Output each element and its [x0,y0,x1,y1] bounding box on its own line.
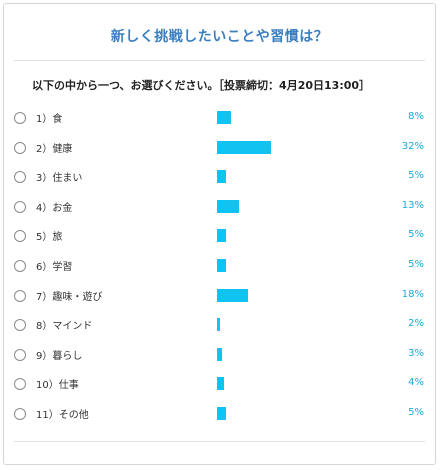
radio-button[interactable] [14,112,26,124]
poll-option[interactable]: 10）仕事 4% [4,374,437,394]
bottom-divider [14,441,425,442]
radio-button[interactable] [14,319,26,332]
radio-button[interactable] [14,289,26,302]
result-percent: 2% [408,318,424,330]
result-percent: 32% [401,140,424,152]
result-bar [217,259,226,272]
result-bar [217,377,224,391]
radio-button[interactable] [14,230,26,243]
result-percent: 18% [401,288,424,300]
radio-button[interactable] [14,408,26,420]
result-percent: 8% [408,111,424,122]
option-label: 7）趣味・遊び [36,291,103,303]
poll-option[interactable]: 2）健康 32% [4,138,437,158]
poll-option[interactable]: 9）暮らし 3% [4,345,437,365]
option-label: 3）住まい [36,173,83,185]
result-bar [217,407,226,420]
result-bar [217,347,223,361]
poll-option[interactable]: 5）旅 5% [4,226,437,246]
poll-option[interactable]: 6）学習 5% [4,256,437,276]
option-label: 4）お金 [36,202,73,214]
radio-button[interactable] [14,171,26,184]
option-label: 5）旅 [36,232,63,244]
poll-option[interactable]: 4）お金 13% [4,197,437,217]
result-percent: 5% [408,229,424,241]
result-percent: 5% [408,170,424,182]
result-percent: 5% [408,259,424,270]
poll-option[interactable]: 7）趣味・遊び 18% [4,286,437,306]
option-label: 9）暮らし [36,350,83,362]
poll-option[interactable]: 8）マインド 2% [4,315,437,335]
poll-option[interactable]: 11）その他 5% [4,404,437,424]
result-bar [217,170,226,184]
poll-question: 以下の中から一つ、お選びください。［投票締切：4月20日13:00］ [32,79,371,92]
poll-title: 新しく挑戦したいことや習慣は？ [110,29,329,45]
option-label: 10）仕事 [36,380,79,392]
radio-button[interactable] [14,348,26,361]
result-bar [217,111,231,124]
result-percent: 3% [408,347,424,359]
result-percent: 4% [408,377,424,389]
result-bar [217,140,272,154]
poll-card: 新しく挑戦したいことや習慣は？ 以下の中から一つ、お選びください。［投票締切：4… [3,3,436,465]
poll-option[interactable]: 1）食 8% [4,108,437,128]
result-bar [217,229,226,243]
option-label: 6）学習 [36,262,73,273]
result-bar [217,288,248,302]
result-bar [217,199,240,213]
result-percent: 5% [408,407,424,418]
option-label: 8）マインド [36,321,93,333]
poll-option[interactable]: 3）住まい 5% [4,167,437,187]
option-label: 2）健康 [36,143,73,155]
option-label: 11）その他 [36,410,89,421]
radio-button[interactable] [14,378,26,391]
option-label: 1）食 [36,114,63,125]
result-bar [217,318,221,332]
radio-button[interactable] [14,260,26,272]
radio-button[interactable] [14,200,26,213]
title-divider [14,60,425,61]
radio-button[interactable] [14,141,26,154]
result-percent: 13% [401,199,424,211]
